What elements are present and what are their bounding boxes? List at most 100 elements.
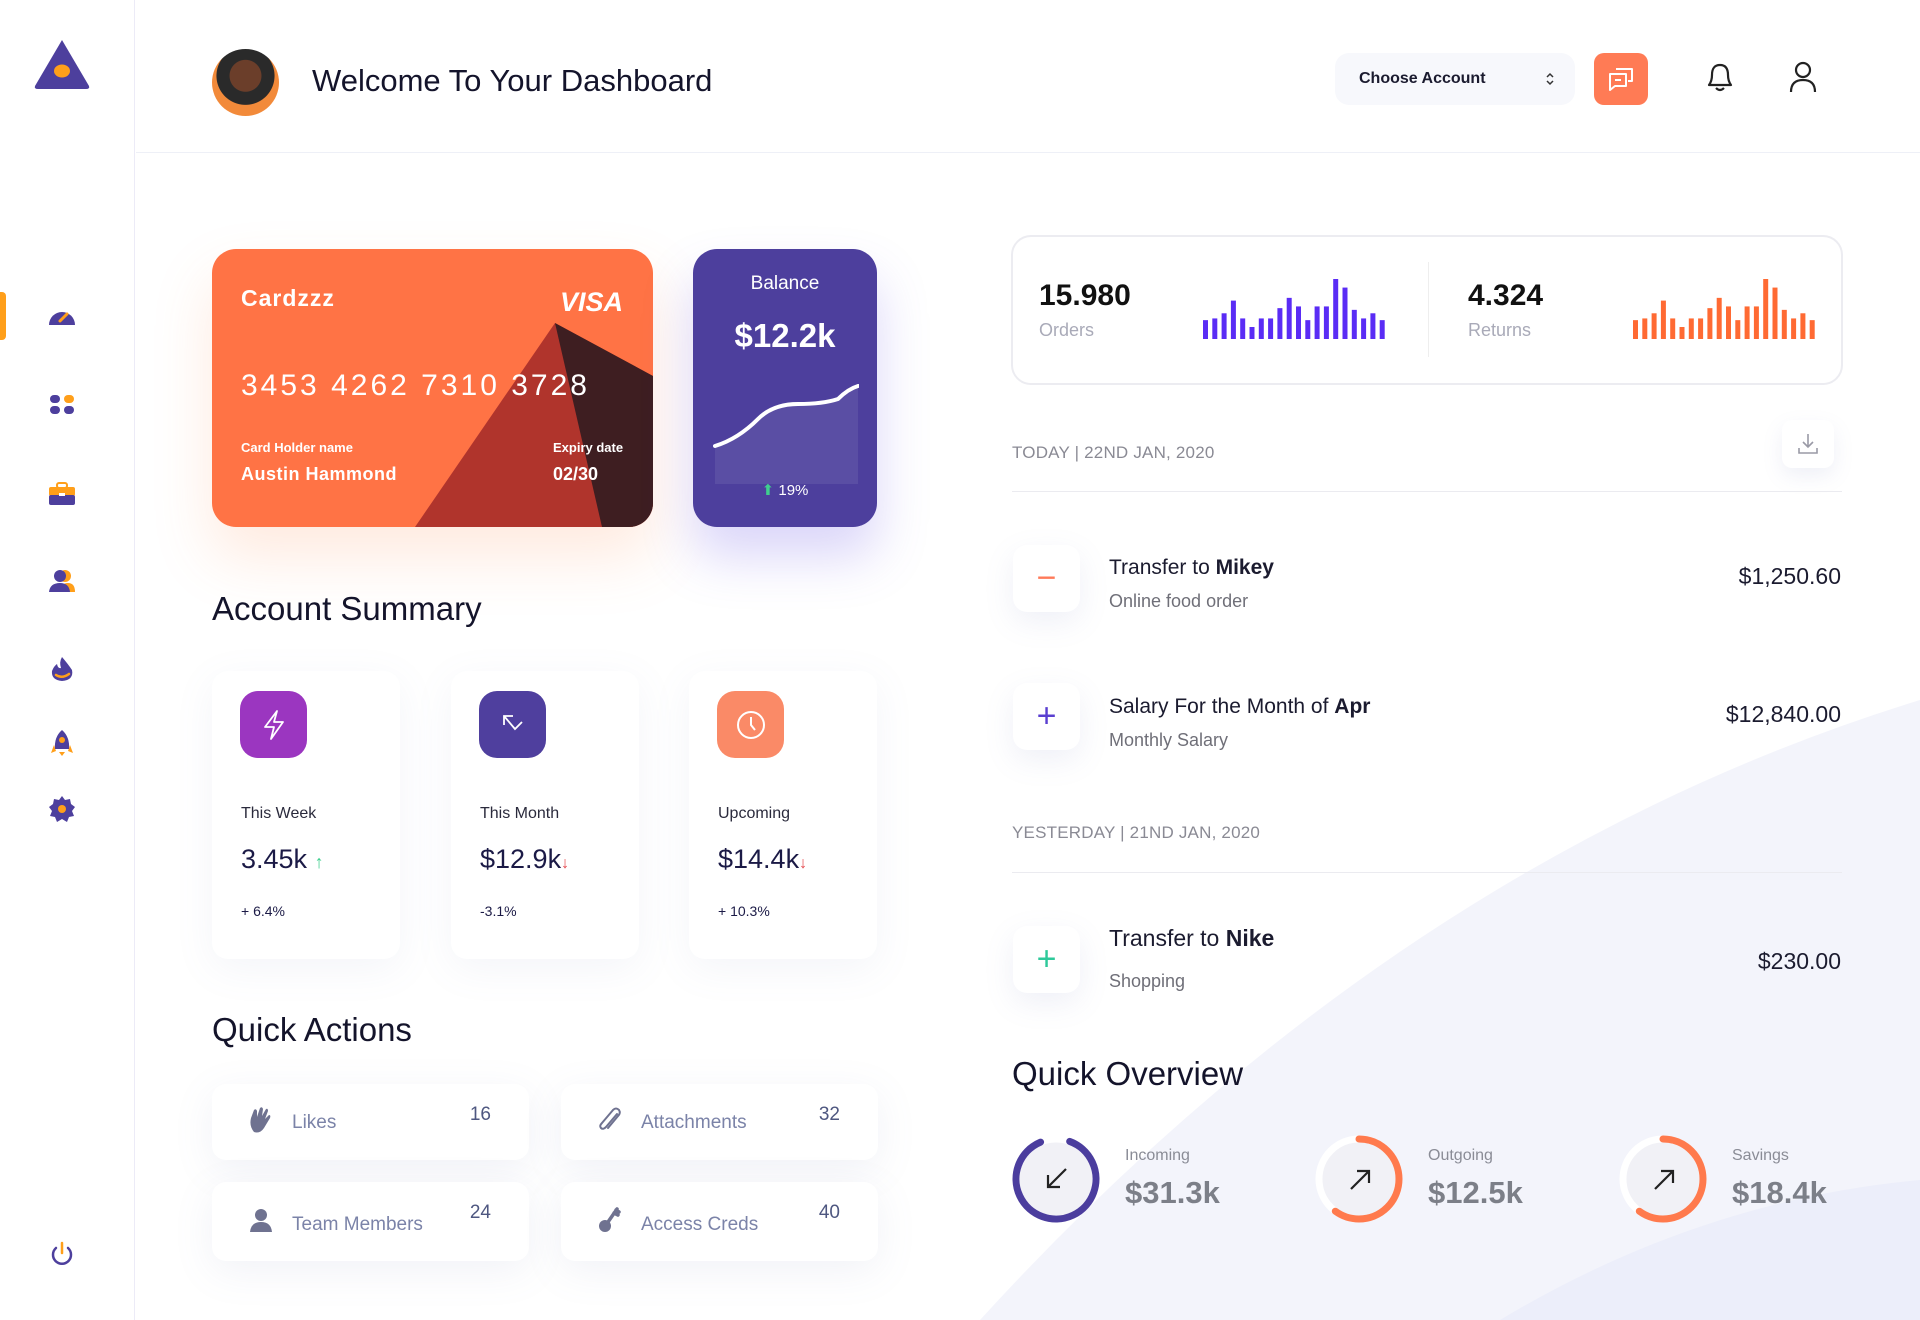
- bar: [1633, 320, 1638, 339]
- bar: [1651, 313, 1657, 339]
- sidebar-item-users[interactable]: [44, 563, 80, 599]
- orders-label: Orders: [1039, 320, 1095, 340]
- tx-plus-button[interactable]: +: [1013, 926, 1080, 993]
- download-button[interactable]: [1782, 420, 1834, 468]
- bar: [1351, 309, 1357, 339]
- bar: [1268, 318, 1274, 339]
- plus-icon: +: [1036, 940, 1057, 978]
- quick-actions-title: Quick Actions: [212, 1011, 412, 1048]
- bar: [1642, 318, 1648, 339]
- overview-outgoing[interactable]: Outgoing $12.5k: [1313, 1133, 1613, 1233]
- balance-sparkline: [713, 384, 859, 484]
- sidebar-item-fire[interactable]: [44, 651, 80, 687]
- gear-icon: [49, 796, 75, 822]
- bar: [1744, 306, 1750, 339]
- overview-label: Outgoing: [1428, 1147, 1493, 1164]
- quick-overview-title: Quick Overview: [1012, 1055, 1244, 1092]
- paperclip-icon: [599, 1107, 621, 1130]
- progress-arc: [1012, 1135, 1100, 1223]
- arrow-up-right-icon: [1654, 1169, 1675, 1190]
- summary-value: $12.9k↓: [480, 844, 569, 875]
- card-pattern: [415, 323, 653, 527]
- tx-minus-button[interactable]: −: [1013, 545, 1080, 612]
- quick-action-team-members[interactable]: Team Members 24: [212, 1182, 529, 1261]
- orders-bar-chart: [1203, 279, 1385, 339]
- summary-card-this-month[interactable]: This Month $12.9k↓ -3.1%: [451, 671, 639, 959]
- person-icon: [250, 1209, 272, 1232]
- progress-arc: [1315, 1135, 1403, 1223]
- progress-arc: [1619, 1135, 1707, 1223]
- summary-label: This Week: [241, 805, 317, 822]
- sidebar-item-apps[interactable]: [44, 387, 80, 423]
- tx-title[interactable]: Transfer to Mikey: [1109, 556, 1274, 580]
- summary-label: This Month: [480, 805, 560, 822]
- quick-action-count: 40: [818, 1202, 840, 1223]
- summary-change: + 6.4%: [241, 903, 285, 919]
- card-number: 3453 4262 7310 3728: [241, 369, 590, 402]
- arrow-up-left-down-icon: [502, 714, 523, 730]
- notifications-button[interactable]: [1704, 60, 1736, 99]
- bar: [1679, 327, 1685, 339]
- bar: [1753, 306, 1759, 339]
- quick-action-likes[interactable]: Likes 16: [212, 1084, 529, 1160]
- bar: [1791, 318, 1797, 339]
- overview-value: $31.3k: [1125, 1175, 1220, 1210]
- overview-savings[interactable]: Savings $18.4k: [1617, 1133, 1917, 1233]
- account-select-label: Choose Account: [1359, 70, 1486, 87]
- sidebar-item-dashboard[interactable]: [44, 298, 80, 334]
- fire-icon: [51, 657, 73, 681]
- progress-ring: [1315, 1135, 1403, 1223]
- bar: [1800, 313, 1806, 339]
- progress-ring: [1012, 1135, 1100, 1223]
- summary-change: + 10.3%: [718, 903, 770, 919]
- sidebar-item-rocket[interactable]: [44, 725, 80, 761]
- balance-change: ⬆ 19%: [693, 481, 877, 499]
- users-icon: [49, 570, 75, 592]
- balance-card[interactable]: Balance $12.2k ⬆ 19%: [693, 249, 877, 527]
- account-select[interactable]: Choose Account: [1335, 53, 1575, 105]
- quick-action-count: 24: [469, 1202, 491, 1223]
- quick-action-label: Access Creds: [641, 1214, 759, 1235]
- overview-value: $18.4k: [1732, 1175, 1827, 1210]
- visa-logo: VISA: [559, 287, 623, 317]
- tx-plus-button[interactable]: +: [1013, 683, 1080, 750]
- bar: [1203, 320, 1208, 339]
- bar: [1707, 308, 1713, 339]
- bar: [1221, 313, 1227, 339]
- sidebar-item-briefcase[interactable]: [44, 476, 80, 512]
- messages-button[interactable]: [1594, 53, 1648, 105]
- clock-icon: [736, 710, 765, 739]
- bar: [1286, 297, 1292, 339]
- summary-change: -3.1%: [480, 903, 517, 919]
- credit-card[interactable]: Cardzzz VISA 3453 4262 7310 3728 Card Ho…: [212, 249, 653, 527]
- quick-action-label: Team Members: [292, 1214, 423, 1235]
- chevron-updown-icon: [1546, 72, 1554, 86]
- summary-value-text: 3.45k: [241, 844, 308, 874]
- sidebar-item-settings[interactable]: [44, 791, 80, 827]
- tx-title[interactable]: Transfer to Nike: [1109, 925, 1274, 952]
- overview-incoming[interactable]: Incoming $31.3k: [1010, 1133, 1310, 1233]
- overview-value: $12.5k: [1428, 1175, 1523, 1210]
- bar: [1249, 327, 1255, 339]
- tx-title[interactable]: Salary For the Month of Apr: [1109, 695, 1370, 719]
- bar: [1716, 297, 1722, 339]
- quick-action-attachments[interactable]: Attachments 32: [561, 1084, 878, 1160]
- profile-button[interactable]: [1788, 60, 1818, 99]
- summary-icon-box: [479, 691, 546, 758]
- summary-value: $14.4k↓: [718, 844, 807, 875]
- tx-title-prefix: Transfer to: [1109, 925, 1226, 951]
- bar: [1230, 300, 1236, 339]
- summary-icon-box: [240, 691, 307, 758]
- bar: [1763, 279, 1769, 339]
- briefcase-icon: [49, 482, 75, 505]
- quick-action-access-creds[interactable]: Access Creds 40: [561, 1182, 878, 1261]
- account-summary-title: Account Summary: [212, 590, 482, 627]
- balance-title: Balance: [750, 273, 820, 294]
- summary-card-this-week[interactable]: This Week 3.45k ↑ + 6.4%: [212, 671, 400, 959]
- yesterday-date-header: YESTERDAY | 21ND JAN, 2020: [1012, 823, 1261, 842]
- returns-bar-chart: [1633, 279, 1815, 339]
- logout-button[interactable]: [44, 1236, 80, 1272]
- summary-card-upcoming[interactable]: Upcoming $14.4k↓ + 10.3%: [689, 671, 877, 959]
- avatar[interactable]: [212, 49, 279, 116]
- bar: [1361, 318, 1367, 339]
